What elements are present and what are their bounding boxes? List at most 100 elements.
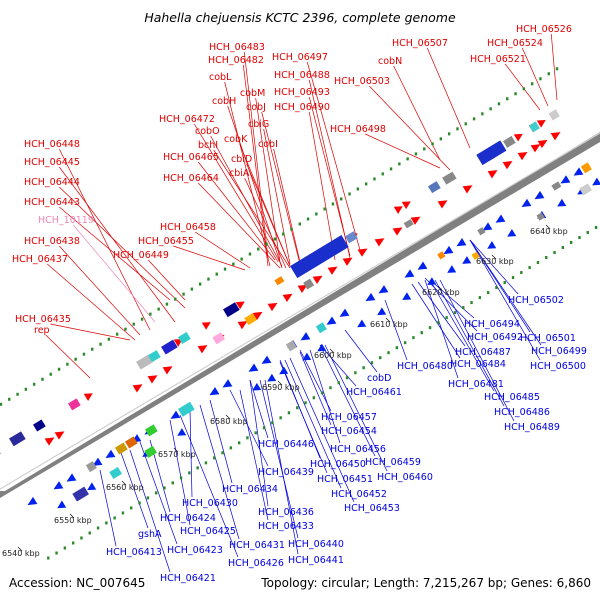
tick-dot-upper <box>257 247 260 251</box>
forward-gene-arrow <box>487 170 498 179</box>
tick-dot-lower <box>520 271 523 275</box>
tick-dot-upper <box>506 97 509 101</box>
reverse-gene-label: HCH_06485 <box>484 392 540 403</box>
tick-dot-lower <box>486 291 490 295</box>
forward-gene-arrow <box>517 152 528 161</box>
reverse-label-connector <box>99 469 117 547</box>
forward-gene-label: cbiD <box>231 154 252 165</box>
tick-dot-lower <box>47 556 50 560</box>
forward-gene-arrow <box>267 302 278 312</box>
reverse-label-connector <box>319 344 357 387</box>
forward-gene-arrow <box>297 284 308 294</box>
tick-dot-lower <box>254 431 257 435</box>
tick-dot-upper <box>406 157 409 161</box>
forward-label-connector <box>369 85 451 171</box>
reverse-gene-label: HCH_06453 <box>344 503 400 514</box>
tick-label: 6610 kbp <box>370 320 408 329</box>
tick-dot-upper <box>348 192 351 196</box>
reverse-label-connector <box>309 349 341 444</box>
gene-block <box>212 332 225 345</box>
tick-dot-upper <box>99 342 102 346</box>
reverse-gene-arrow <box>507 228 517 237</box>
tick-dot-upper <box>514 92 517 96</box>
forward-gene-arrow <box>536 119 546 128</box>
reverse-gene-arrow <box>170 410 181 419</box>
forward-gene-label: HCH_06493 <box>274 87 330 98</box>
reverse-gene-arrow <box>66 473 77 482</box>
tick-labels: 6540 kbp 6550 kbp 6560 kbp 6570 kbp 6580 kbp… <box>2 224 568 558</box>
tick-mark <box>121 480 127 486</box>
tick-dot-lower <box>221 451 224 455</box>
forward-gene-arrow <box>147 375 158 384</box>
tick-dot-upper <box>298 222 301 226</box>
reverse-label-connector <box>284 359 342 489</box>
tick-dot-lower <box>445 316 448 320</box>
tick-dot-lower <box>453 311 457 315</box>
reverse-gene-label: HCH_06481 <box>448 379 504 390</box>
tick-dot-upper <box>398 162 401 166</box>
tick-label: 6590 kbp <box>262 383 300 392</box>
tick-dot-lower <box>495 286 498 290</box>
reverse-gene-arrow <box>252 382 262 391</box>
gene-block <box>548 109 560 121</box>
reverse-gene-label: HCH_06501 <box>520 333 576 344</box>
forward-label-connector <box>365 133 441 169</box>
forward-label-connector <box>273 148 301 263</box>
tick-dot-upper <box>530 82 534 86</box>
reverse-gene-arrow <box>404 269 415 278</box>
reverse-gene-label: HCH_06446 <box>258 439 314 450</box>
reverse-gene-arrow <box>326 316 337 325</box>
tick-mark <box>17 546 23 552</box>
tick-mark <box>277 380 283 386</box>
tick-dot-upper <box>497 102 501 106</box>
forward-gene-label: HCH_06503 <box>334 76 390 87</box>
map-title: Hahella chejuensis KCTC 2396, complete g… <box>144 10 456 25</box>
forward-gene-arrow <box>437 200 448 209</box>
tick-dot-upper <box>373 177 376 181</box>
reverse-label-connector <box>429 279 475 319</box>
tick-dot-upper <box>240 257 243 261</box>
reverse-gene-arrow <box>534 190 545 200</box>
tick-dot-upper <box>198 282 202 286</box>
forward-gene-label: cbiG <box>248 119 269 130</box>
tick-dot-lower <box>296 406 299 410</box>
tick-dot-upper <box>306 217 310 221</box>
tick-dot-lower <box>594 225 598 229</box>
tick-dot-upper <box>364 182 368 186</box>
gene-block <box>68 398 81 411</box>
gene-block <box>476 140 507 166</box>
reverse-gene-label: HCH_06439 <box>258 467 314 478</box>
tick-mark <box>545 224 551 230</box>
tick-dot-lower <box>80 536 83 540</box>
forward-gene-label: HCH_06438 <box>24 236 80 247</box>
gene-block <box>178 401 195 417</box>
tick-dot-lower <box>271 421 274 425</box>
tick-dot-lower <box>105 521 108 525</box>
forward-label-connector <box>243 51 269 259</box>
tick-dot-upper <box>157 307 160 311</box>
gene-block <box>428 181 441 194</box>
forward-label-connector <box>393 65 441 161</box>
reverse-gene-label: HCH_06452 <box>331 489 387 500</box>
reverse-label-connector <box>189 409 193 498</box>
forward-gene-arrow <box>401 201 411 210</box>
forward-gene-label: cobM <box>240 88 265 99</box>
reverse-label-connector <box>384 299 408 361</box>
tick-dot-lower <box>395 346 399 350</box>
reverse-label-connector <box>434 279 505 407</box>
forward-label-connector <box>505 63 541 111</box>
reverse-gene-label: HCH_06461 <box>346 387 402 398</box>
forward-gene-arrow <box>374 238 385 247</box>
reverse-gene-arrow <box>53 481 64 490</box>
tick-dot-upper <box>182 292 185 296</box>
reverse-gene-arrow <box>573 167 584 176</box>
reverse-gene-label: gshA <box>138 529 162 540</box>
reverse-gene-label: HCH_06486 <box>494 407 550 418</box>
tick-dot-upper <box>447 132 451 136</box>
forward-label-connector <box>195 231 251 269</box>
forward-label-connector <box>59 186 186 309</box>
tick-dot-upper <box>149 312 152 316</box>
forward-gene-label: HCH_06526 <box>516 24 572 35</box>
reverse-gene-label: HCH_06484 <box>450 359 506 370</box>
